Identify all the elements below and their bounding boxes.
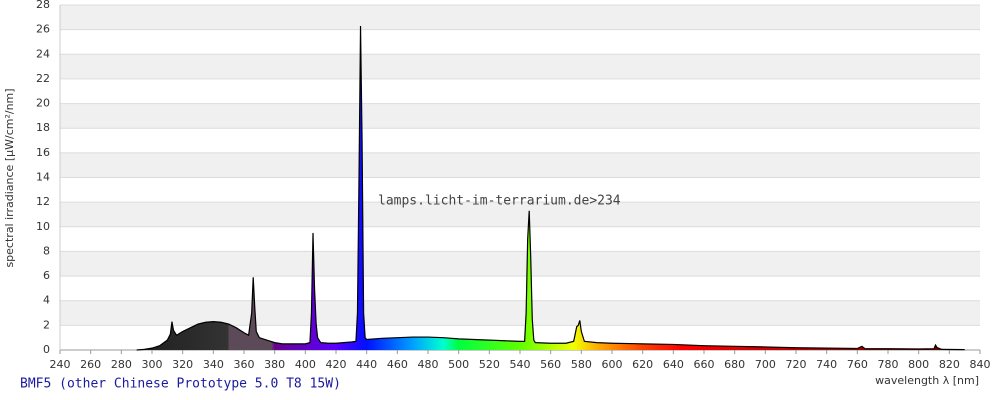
x-tick-label: 480 — [418, 358, 439, 371]
grid-band — [60, 78, 980, 104]
plot — [136, 25, 965, 351]
x-tick-label: 560 — [540, 358, 561, 371]
watermark: lamps.licht-im-terrarium.de>234 — [378, 194, 621, 209]
y-tick-label: 12 — [36, 195, 50, 208]
x-tick-label: 760 — [847, 358, 868, 371]
spectrum-line — [136, 25, 965, 351]
y-tick-label: 18 — [36, 121, 50, 134]
x-tick-label: 720 — [786, 358, 807, 371]
grid-band — [60, 177, 980, 203]
x-tick-label: 840 — [970, 358, 991, 371]
x-tick-label: 740 — [816, 358, 837, 371]
x-tick-label: 460 — [387, 358, 408, 371]
y-tick-label: 14 — [36, 171, 50, 184]
x-tick-label: 360 — [234, 358, 255, 371]
x-tick-label: 420 — [326, 358, 347, 371]
grid-band — [60, 226, 980, 252]
x-tick-label: 320 — [172, 358, 193, 371]
x-tick-label: 240 — [50, 358, 71, 371]
x-tick-label: 600 — [602, 358, 623, 371]
grid-band — [60, 128, 980, 153]
grid-band — [60, 251, 980, 277]
x-tick-label: 620 — [632, 358, 653, 371]
grid-band — [60, 276, 980, 301]
y-tick-label: 28 — [36, 0, 50, 11]
y-tick-label: 2 — [43, 318, 50, 331]
grid-band — [60, 202, 980, 227]
x-tick-label: 640 — [663, 358, 684, 371]
x-tick-label: 660 — [694, 358, 715, 371]
x-tick-label: 580 — [571, 358, 592, 371]
grid-band — [60, 103, 980, 129]
y-tick-label: 6 — [43, 269, 50, 282]
x-tick-label: 280 — [111, 358, 132, 371]
x-tick-label: 780 — [878, 358, 899, 371]
grid-band — [60, 300, 980, 326]
y-tick-label: 8 — [43, 244, 50, 257]
x-tick-label: 540 — [510, 358, 531, 371]
x-tick-label: 400 — [295, 358, 316, 371]
y-tick-label: 22 — [36, 72, 50, 85]
y-tick-label: 10 — [36, 220, 50, 233]
x-axis-label: wavelength λ [nm] — [875, 374, 979, 387]
grid-band — [60, 5, 980, 30]
x-tick-label: 380 — [264, 358, 285, 371]
y-tick-label: 26 — [36, 23, 50, 36]
y-tick-label: 4 — [43, 294, 50, 307]
y-tick-label: 24 — [36, 47, 50, 60]
grid-band — [60, 54, 980, 79]
y-tick-label: 20 — [36, 97, 50, 110]
x-tick-label: 500 — [448, 358, 469, 371]
y-tick-label: 0 — [43, 343, 50, 356]
x-tick-label: 340 — [203, 358, 224, 371]
grid-band — [60, 29, 980, 55]
x-tick-label: 700 — [755, 358, 776, 371]
x-tick-label: 520 — [479, 358, 500, 371]
x-tick-label: 440 — [356, 358, 377, 371]
y-axis-label: spectral irradiance [µW/cm²/nm] — [3, 88, 16, 267]
x-tick-label: 260 — [80, 358, 101, 371]
x-tick-label: 300 — [142, 358, 163, 371]
chart-title: BMF5 (other Chinese Prototype 5.0 T8 15W… — [20, 377, 341, 392]
x-tick-label: 800 — [908, 358, 929, 371]
grid-band — [60, 152, 980, 178]
x-tick-label: 680 — [724, 358, 745, 371]
x-tick-label: 820 — [939, 358, 960, 371]
y-tick-label: 16 — [36, 146, 50, 159]
